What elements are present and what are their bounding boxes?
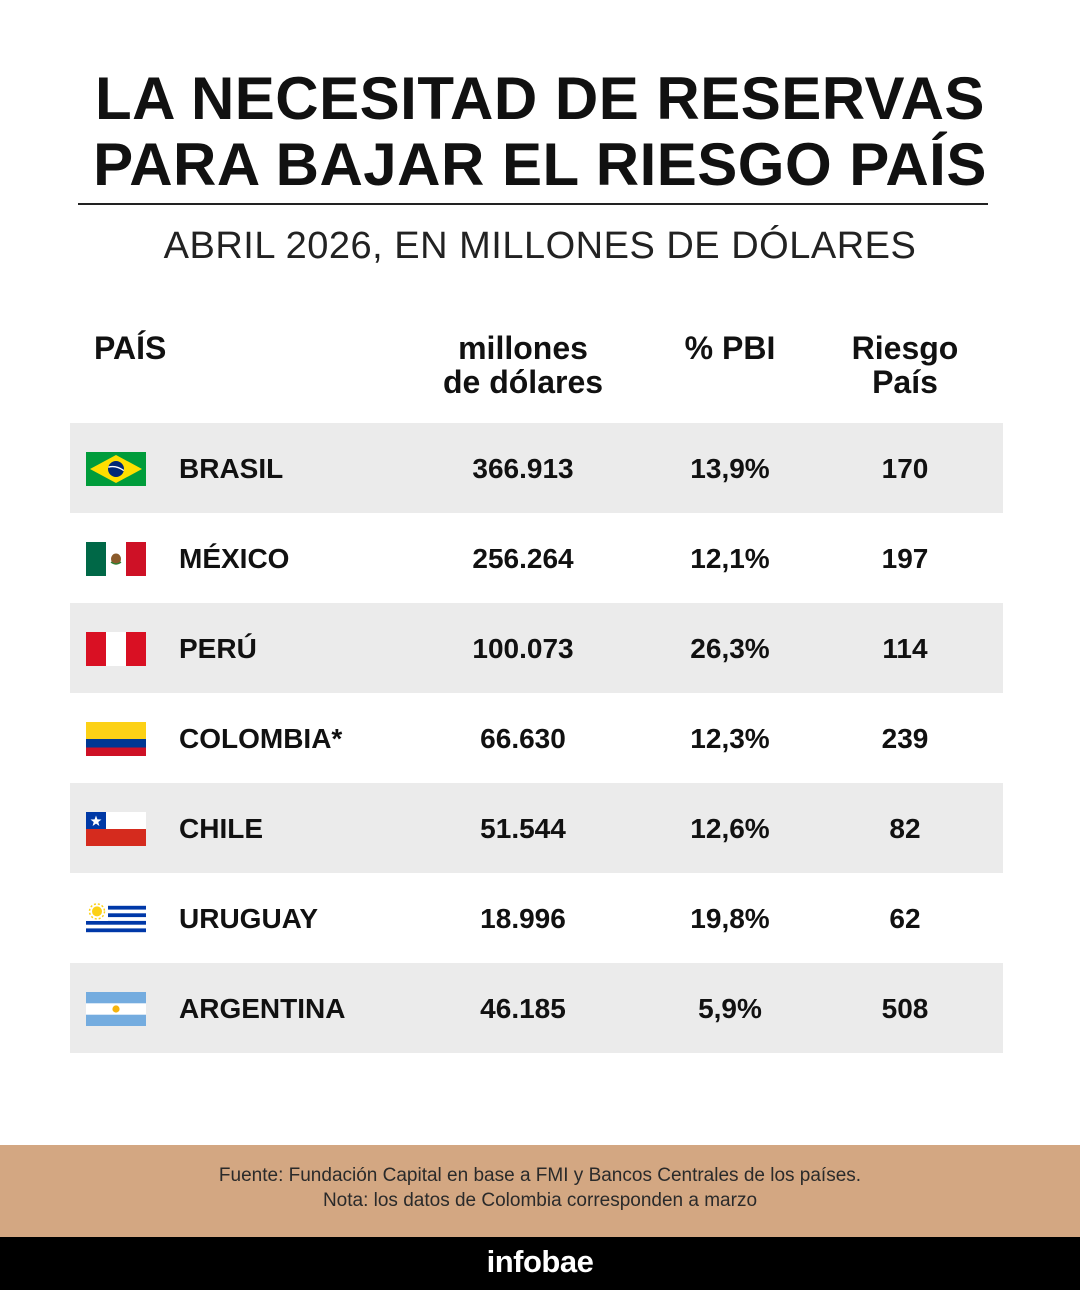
- risk-cell: 508: [881, 993, 929, 1024]
- column-header-risk: Riesgo País: [820, 331, 990, 399]
- brazil-flag-icon: [86, 452, 146, 486]
- pbi-cell: 12,3%: [690, 723, 770, 754]
- millions-cell: 366.913: [472, 453, 574, 484]
- risk-cell: 114: [882, 633, 928, 664]
- millions-cell: 46.185: [480, 993, 566, 1024]
- table-row: CHILE 51.544 12,6% 82: [70, 783, 1003, 873]
- pbi-cell: 13,9%: [690, 453, 770, 484]
- pbi-cell: 19,8%: [690, 903, 770, 934]
- country-cell: CHILE: [179, 813, 263, 844]
- table-row: COLOMBIA* 66.630 12,3% 239: [70, 693, 1003, 783]
- peru-flag-icon: [86, 632, 146, 666]
- chart-subtitle: ABRIL 2026, EN MILLONES DE DÓLARES: [163, 225, 917, 267]
- data-table: BRASIL 366.913 13,9% 170 MÉXICO 256.264 12,1% 1…: [70, 423, 1003, 1053]
- column-header-pbi: % PBI: [684, 330, 776, 366]
- millions-cell: 66.630: [480, 723, 566, 754]
- pbi-cell: 12,6%: [690, 813, 770, 844]
- country-cell: COLOMBIA*: [179, 723, 343, 754]
- column-header-risk-line-1: Riesgo: [851, 330, 959, 366]
- table-row: MÉXICO 256.264 12,1% 197: [70, 513, 1003, 603]
- title-line-2: PARA BAJAR EL RIESGO PAÍS: [93, 131, 987, 198]
- country-cell: MÉXICO: [179, 543, 290, 574]
- source-text: Fuente: Fundación Capital en base a FMI …: [218, 1165, 862, 1186]
- millions-cell: 100.073: [472, 633, 574, 664]
- millions-cell: 51.544: [480, 813, 566, 844]
- country-cell: BRASIL: [179, 453, 284, 484]
- title-divider: [78, 203, 988, 205]
- column-header-millions: millones de dólares: [418, 331, 628, 399]
- country-cell: PERÚ: [179, 633, 257, 664]
- risk-cell: 239: [881, 723, 929, 754]
- risk-cell: 62: [889, 903, 921, 934]
- source-footer: Fuente: Fundación Capital en base a FMI …: [0, 1145, 1080, 1237]
- column-header-country: PAÍS: [94, 330, 167, 366]
- chile-flag-icon: [86, 812, 146, 846]
- table-row: ARGENTINA 46.185 5,9% 508: [70, 963, 1003, 1053]
- risk-cell: 170: [881, 453, 929, 484]
- mexico-flag-icon: [86, 542, 146, 576]
- risk-cell: 197: [881, 543, 929, 574]
- chart-title: LA NECESITAD DE RESERVAS PARA BAJAR EL R…: [0, 66, 1080, 198]
- note-text: Nota: los datos de Colombia corresponden…: [322, 1190, 758, 1211]
- pbi-cell: 5,9%: [698, 993, 762, 1024]
- uruguay-flag-icon: [86, 902, 146, 936]
- brand-logo: infobae: [486, 1244, 594, 1279]
- pbi-cell: 12,1%: [690, 543, 770, 574]
- pbi-cell: 26,3%: [690, 633, 770, 664]
- column-header-risk-line-2: País: [872, 364, 938, 400]
- millions-cell: 18.996: [480, 903, 566, 934]
- argentina-flag-icon: [86, 992, 146, 1026]
- table-row: BRASIL 366.913 13,9% 170: [70, 423, 1003, 513]
- country-cell: ARGENTINA: [179, 993, 346, 1024]
- column-header-millions-line-1: millones: [458, 330, 588, 366]
- table-row: PERÚ 100.073 26,3% 114: [70, 603, 1003, 693]
- colombia-flag-icon: [86, 722, 146, 756]
- title-line-1: LA NECESITAD DE RESERVAS: [95, 65, 985, 132]
- column-header-millions-line-2: de dólares: [442, 364, 604, 400]
- risk-cell: 82: [889, 813, 921, 844]
- table-row: URUGUAY 18.996 19,8% 62: [70, 873, 1003, 963]
- country-cell: URUGUAY: [179, 903, 318, 934]
- brand-bar: infobae: [0, 1237, 1080, 1290]
- millions-cell: 256.264: [472, 543, 574, 574]
